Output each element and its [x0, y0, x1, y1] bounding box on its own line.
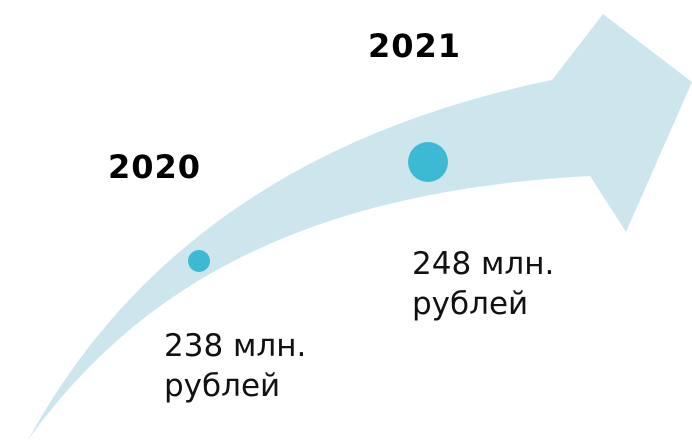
- milestone-dot-2020: [188, 250, 210, 272]
- milestone-dot-2021: [408, 142, 448, 182]
- value-unit-2021: рублей: [412, 286, 529, 322]
- year-label-2020: 2020: [108, 148, 202, 186]
- value-amount-2021: 248 млн.: [412, 246, 555, 282]
- year-label-2021: 2021: [368, 27, 462, 65]
- value-text-2021: 248 млн. рублей: [412, 244, 554, 324]
- value-text-2020: 238 млн. рублей: [164, 326, 306, 406]
- growth-arrow: [28, 14, 692, 440]
- value-amount-2020: 238 млн.: [164, 328, 307, 364]
- value-unit-2020: рублей: [164, 368, 281, 404]
